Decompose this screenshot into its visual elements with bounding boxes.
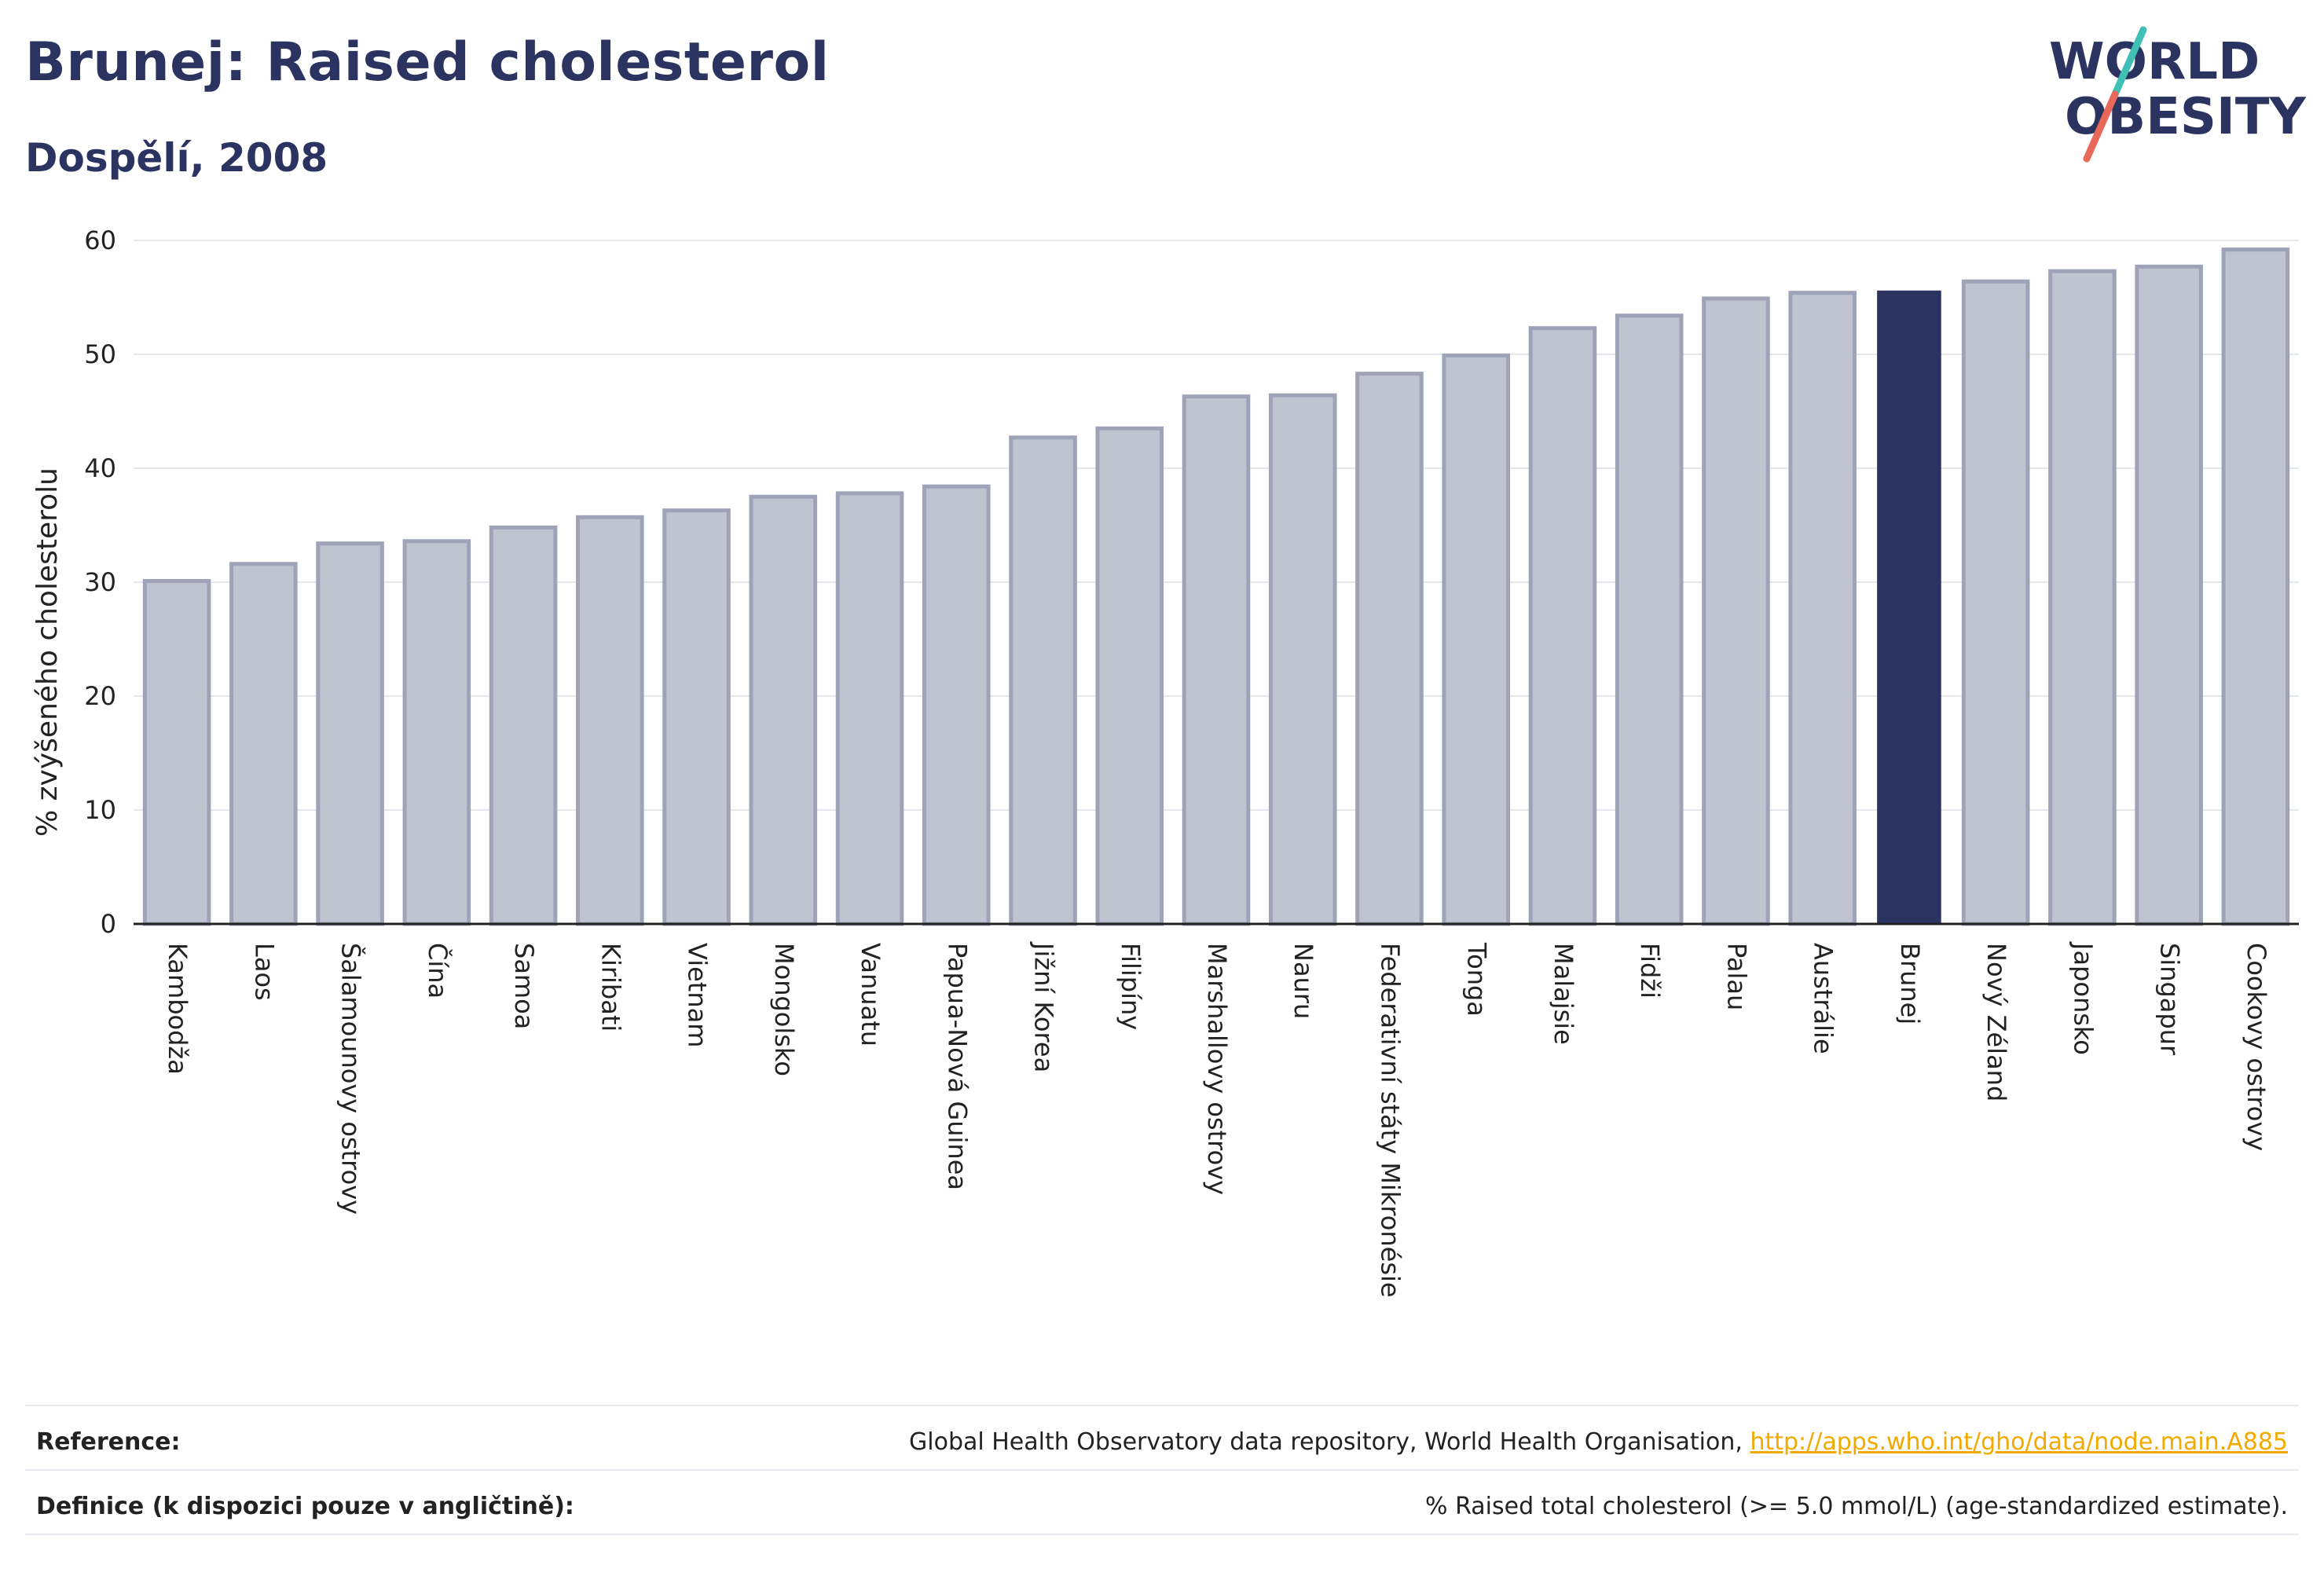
x-category-label: Kambodža [163, 943, 192, 1075]
bar [922, 484, 991, 926]
x-category-label: Palau [1721, 943, 1751, 1010]
y-tick-label: 10 [84, 795, 116, 825]
world-obesity-logo: WORLD OBESITY [2049, 26, 2306, 163]
bar [2048, 269, 2117, 926]
reference-value: Global Health Observatory data repositor… [909, 1428, 2288, 1456]
y-tick-label: 50 [84, 339, 116, 369]
x-category-label: Marshallovy ostrovy [1202, 943, 1232, 1195]
definition-label: Definice (k dispozici pouze v angličtině… [36, 1493, 574, 1520]
footer-divider-top [25, 1405, 2299, 1406]
bar [1702, 296, 1770, 926]
bar [1268, 393, 1337, 926]
labels-layer: 0 10 20 30 40 50 60 Kambodža Laos Šalamounovy ost… [84, 225, 2271, 1298]
x-category-label: Tonga [1462, 942, 1492, 1017]
bar [1009, 435, 1077, 926]
bar [1528, 326, 1597, 926]
bar [402, 539, 471, 926]
bar [1095, 426, 1164, 926]
x-category-label: Mongolsko [769, 943, 799, 1076]
x-category-label: Kiribati [596, 943, 625, 1032]
bar [489, 525, 558, 926]
y-tick-label: 20 [84, 681, 116, 711]
bar [142, 579, 211, 926]
bars-layer [142, 247, 2290, 926]
x-category-label: Šalamounovy ostrovy [336, 943, 367, 1215]
bar [1355, 372, 1424, 926]
x-category-label: Fidži [1635, 943, 1665, 999]
bar [229, 562, 298, 926]
bar [1442, 353, 1511, 926]
y-tick-label: 60 [84, 225, 116, 255]
bar [662, 508, 731, 926]
bar [1961, 279, 2030, 926]
x-category-label: Austrálie [1809, 943, 1838, 1054]
bar [2221, 247, 2290, 926]
bar [1182, 394, 1251, 926]
footer-reference-row: Reference: Global Health Observatory dat… [36, 1420, 2288, 1468]
x-category-label: Federativní státy Mikronésie [1375, 943, 1405, 1298]
y-tick-label: 40 [84, 453, 116, 483]
logo-line-1: WORLD [2049, 33, 2260, 91]
x-category-label: Japonsko [2068, 941, 2098, 1055]
x-category-label: Nový Zéland [1981, 943, 2011, 1101]
x-category-label: Papua-Nová Guinea [942, 943, 972, 1190]
x-category-label: Čína [423, 943, 453, 999]
bar [835, 491, 904, 926]
x-category-label: Vanuatu [856, 943, 885, 1046]
x-category-label: Jižní Korea [1029, 941, 1059, 1072]
x-category-label: Filipíny [1116, 943, 1146, 1030]
logo-slash-bottom [2083, 90, 2119, 163]
bar [2135, 264, 2203, 926]
x-category-label: Brunej [1895, 943, 1925, 1024]
reference-text: Global Health Observatory data repositor… [909, 1428, 1750, 1456]
footer-divider-bottom [25, 1534, 2299, 1535]
bar [1788, 291, 1857, 926]
bar-highlighted [1877, 290, 1941, 924]
x-category-label: Nauru [1288, 943, 1318, 1019]
footer-definition-row: Definice (k dispozici pouze v angličtině… [36, 1485, 2288, 1532]
definition-value: % Raised total cholesterol (>= 5.0 mmol/… [1425, 1493, 2288, 1520]
page-title: Brunej: Raised cholesterol [25, 31, 830, 93]
footer-divider-middle [25, 1469, 2299, 1471]
page-subtitle: Dospělí, 2008 [25, 135, 328, 181]
x-category-label: Singapur [2155, 943, 2185, 1056]
y-tick-label: 30 [84, 567, 116, 597]
x-category-label: Samoa [509, 943, 539, 1029]
bar-chart: 0 10 20 30 40 50 60 Kambodža Laos Šalamounovy ost… [31, 225, 2299, 1298]
bar [749, 494, 818, 926]
logo-slash-top [2111, 26, 2147, 98]
x-category-label: Malajsie [1549, 943, 1578, 1045]
reference-link[interactable]: http://apps.who.int/gho/data/node.main.A… [1750, 1428, 2288, 1456]
bar [1615, 313, 1684, 926]
bar [316, 541, 384, 926]
bar [576, 515, 644, 926]
x-category-label: Vietnam [683, 943, 713, 1047]
x-category-label: Cookovy ostrovy [2242, 943, 2271, 1151]
y-tick-label: 0 [101, 909, 116, 939]
x-category-label: Laos [249, 943, 279, 1001]
y-axis-title: % zvýšeného cholesterolu [31, 467, 64, 837]
reference-label: Reference: [36, 1428, 181, 1456]
